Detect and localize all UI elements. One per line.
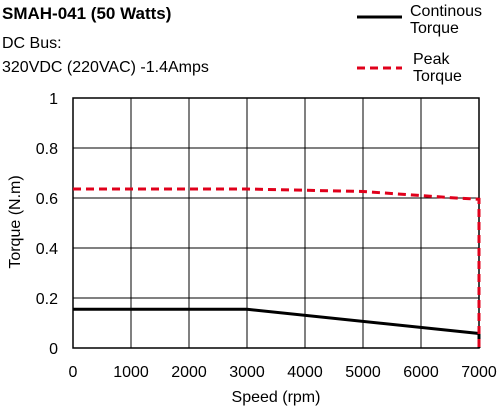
legend-label-continuous-line1: Continous	[410, 3, 482, 20]
x-tick-label: 4000	[287, 364, 323, 381]
y-tick-label: 0.8	[36, 141, 58, 158]
dc-bus-value: 320VDC (220VAC) -1.4Amps	[2, 59, 209, 76]
legend-label-peak-line1: Peak	[413, 51, 450, 68]
chart-title: SMAH-041 (50 Watts)	[2, 4, 171, 23]
legend-label-continuous-line2: Torque	[410, 20, 459, 37]
x-tick-label: 7000	[461, 364, 497, 381]
plot-grid	[73, 98, 479, 348]
y-tick-label: 0	[49, 341, 58, 358]
x-axis-ticks: 0 1000 2000 3000 4000 5000 6000 7000	[69, 364, 497, 381]
legend-label-peak-line2: Torque	[413, 68, 462, 85]
y-axis-label: Torque (N.m)	[7, 175, 24, 268]
y-tick-label: 0.4	[36, 241, 58, 258]
y-tick-label: 0.6	[36, 191, 58, 208]
x-tick-label: 6000	[403, 364, 439, 381]
x-tick-label: 2000	[171, 364, 207, 381]
x-axis-label: Speed (rpm)	[232, 389, 321, 406]
legend: Continous Torque Peak Torque	[357, 3, 482, 85]
x-tick-label: 3000	[229, 364, 265, 381]
x-tick-label: 1000	[113, 364, 149, 381]
y-tick-label: 1	[49, 91, 58, 108]
dc-bus-label: DC Bus:	[2, 35, 62, 52]
series-layer	[73, 187, 481, 348]
x-tick-label: 0	[69, 364, 78, 381]
series-peak-torque-line	[73, 187, 481, 348]
series-continuous-torque-line	[73, 307, 481, 348]
x-tick-label: 5000	[345, 364, 381, 381]
y-tick-label: 0.2	[36, 291, 58, 308]
y-axis-ticks: 0 0.2 0.4 0.6 0.8 1	[36, 91, 58, 358]
